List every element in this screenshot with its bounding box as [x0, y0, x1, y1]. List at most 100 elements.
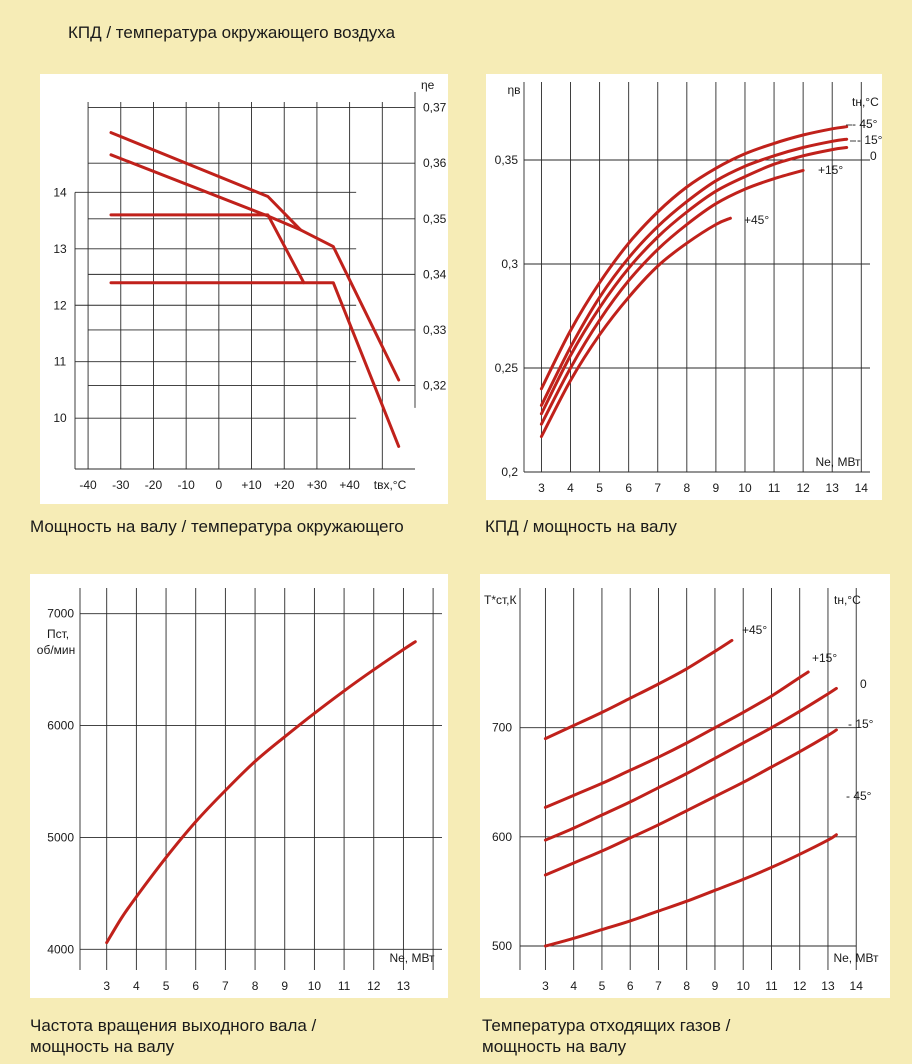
series-line-0	[539, 125, 849, 391]
x-tick-label: 9	[713, 481, 720, 495]
power-line-0	[109, 213, 306, 285]
x-tick-label: 12	[367, 979, 381, 993]
series-label: +15°	[818, 163, 843, 177]
x-tick-label: 9	[712, 979, 719, 993]
y-tick-label: 0,25	[495, 361, 519, 375]
x-tick-label: 3	[538, 481, 545, 495]
series-line-3	[539, 168, 805, 426]
y-tick-label: 600	[492, 830, 512, 844]
y-left-tick-label: 14	[53, 185, 67, 199]
caption-efficiency-vs-temperature: КПД / температура окружающего воздуха	[68, 23, 396, 42]
x-tick-label: 7	[654, 481, 661, 495]
chart-panel-efficiency-vs-temperature: -40 -30 -20 -10 0 +10 +20 +30 +40 tвх,°C 0,37 0,36 0…	[40, 74, 448, 504]
x-tick-label: 7	[222, 979, 229, 993]
legend-title: tн,°C	[852, 95, 879, 109]
y-tick-label: 0,3	[501, 257, 518, 271]
caption-gas-temp-vs-power: Температура отходящих газов / мощность н…	[482, 1016, 731, 1056]
series-line-1	[543, 670, 810, 809]
x-tick-label: 7	[655, 979, 662, 993]
y-left-tick-label: 10	[53, 411, 67, 425]
x-tick-label: +20	[274, 478, 295, 492]
legend-title: tн,°C	[834, 593, 861, 607]
y-right-tick-label: 0,34	[423, 267, 447, 281]
x-tick-label: 12	[796, 481, 810, 495]
series-label: - 15°	[848, 717, 874, 731]
chart-efficiency-vs-power: 3 4 5 6 7 8 9 10 11 12 13 14 0,35 0,3 0,25 0,2 ηв Ne, МВт…	[495, 82, 883, 495]
x-tick-label: -30	[112, 478, 130, 492]
series-line-2	[543, 686, 838, 842]
y-right-tick-label: 0,35	[423, 212, 447, 226]
chart-panel-efficiency-vs-power: 3 4 5 6 7 8 9 10 11 12 13 14 0,35 0,3 0,25 0,2 ηв Ne, МВт…	[486, 74, 883, 500]
series-line-4	[539, 216, 732, 439]
x-tick-label: 9	[281, 979, 288, 993]
x-tick-label: 8	[683, 481, 690, 495]
chart-panel-gas-temp-vs-power: 3 4 5 6 7 8 9 10 11 12 13 14 700 600 500 T*ст,К tн,°C Ne,…	[480, 574, 890, 998]
x-tick-label: 11	[338, 979, 351, 993]
x-tick-label: 5	[599, 979, 606, 993]
y-right-tick-label: 0,37	[423, 101, 447, 115]
series-label: 0	[860, 677, 867, 691]
x-tick-label: 11	[768, 481, 781, 495]
power-line-1	[109, 281, 401, 448]
x-tick-label: 13	[826, 481, 840, 495]
series-line-3	[543, 728, 838, 877]
x-tick-label: 3	[103, 979, 110, 993]
y-left-tick-label: 13	[53, 242, 67, 256]
series-label: +45°	[742, 623, 767, 637]
series-line-4	[543, 833, 838, 948]
series-line-0	[543, 638, 734, 741]
y-left-tick-label: 11	[54, 355, 67, 369]
x-axis-label: Ne, МВт	[833, 951, 879, 965]
x-tick-label: 8	[252, 979, 259, 993]
x-tick-label: 10	[738, 481, 752, 495]
y-axis-label: Пст,	[47, 627, 69, 641]
y-tick-label: 0,35	[495, 153, 519, 167]
x-tick-label: 13	[821, 979, 835, 993]
x-tick-label: 0	[216, 478, 223, 492]
x-tick-label: +40	[339, 478, 360, 492]
x-axis-label: Ne, МВт	[389, 951, 435, 965]
x-tick-label: 6	[192, 979, 199, 993]
series-label: +15°	[812, 651, 837, 665]
series-line-0	[105, 640, 417, 945]
y-axis-label: T*ст,К	[484, 593, 517, 607]
series-label: - 15°	[857, 133, 883, 147]
x-axis-label: Ne, МВт	[815, 455, 861, 469]
y-axis-label: ηв	[507, 83, 520, 97]
series-label: - 45°	[846, 789, 872, 803]
y-tick-label: 4000	[47, 942, 74, 956]
chart-panel-speed-vs-power: 3 4 5 6 7 8 9 10 11 12 13 7000 6000 5000 4000 Пст, об/ми…	[30, 574, 448, 998]
x-tick-label: 5	[596, 481, 603, 495]
series-line-1	[539, 137, 849, 407]
x-tick-label: 8	[683, 979, 690, 993]
x-tick-label: 14	[855, 481, 869, 495]
y-left-tick-label: 12	[53, 298, 67, 312]
x-tick-label: 4	[133, 979, 140, 993]
x-tick-label: 4	[567, 481, 574, 495]
x-tick-label: +10	[241, 478, 262, 492]
series-line-2	[539, 146, 849, 416]
y-tick-label: 500	[492, 939, 512, 953]
chart-speed-vs-power: 3 4 5 6 7 8 9 10 11 12 13 7000 6000 5000 4000 Пст, об/ми…	[37, 588, 442, 993]
x-tick-label: 10	[737, 979, 751, 993]
x-tick-label: 14	[850, 979, 864, 993]
x-tick-label: 6	[627, 979, 634, 993]
y-right-axis-label: ηе	[421, 78, 435, 92]
x-tick-label: -40	[79, 478, 97, 492]
x-tick-label: 10	[308, 979, 322, 993]
y-tick-label: 7000	[47, 607, 74, 621]
y-tick-label: 6000	[47, 719, 74, 733]
series-label: - 45°	[852, 117, 878, 131]
x-tick-label: -10	[177, 478, 195, 492]
x-tick-label: +30	[307, 478, 328, 492]
caption-power-vs-temperature: Мощность на валу / температура окружающе…	[30, 517, 404, 536]
x-tick-label: 4	[570, 979, 577, 993]
x-tick-label: 3	[542, 979, 549, 993]
caption-efficiency-vs-power: КПД / мощность на валу	[485, 517, 677, 536]
x-tick-label: 12	[793, 979, 807, 993]
x-tick-label: 13	[397, 979, 411, 993]
caption-speed-vs-power: Частота вращения выходного вала / мощнос…	[30, 1016, 317, 1056]
y-right-tick-label: 0,32	[423, 379, 447, 393]
chart-gas-temp-vs-power: 3 4 5 6 7 8 9 10 11 12 13 14 700 600 500 T*ст,К tн,°C Ne,…	[484, 588, 879, 993]
y-tick-label: 0,2	[501, 465, 518, 479]
